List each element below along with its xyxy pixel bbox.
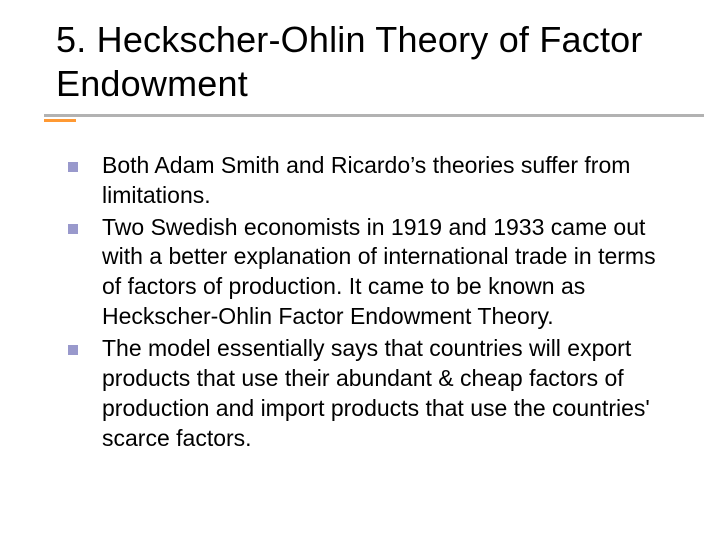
slide: 5. Heckscher-Ohlin Theory of Factor Endo…	[0, 0, 720, 540]
square-bullet-icon	[68, 162, 78, 172]
title-block: 5. Heckscher-Ohlin Theory of Factor Endo…	[56, 18, 680, 117]
slide-content: Both Adam Smith and Ricardo’s theories s…	[56, 151, 680, 454]
bullet-text: Both Adam Smith and Ricardo’s theories s…	[102, 151, 672, 211]
bullet-text: The model essentially says that countrie…	[102, 334, 672, 454]
list-item: Both Adam Smith and Ricardo’s theories s…	[68, 151, 672, 211]
list-item: The model essentially says that countrie…	[68, 334, 672, 454]
slide-title: 5. Heckscher-Ohlin Theory of Factor Endo…	[56, 18, 680, 106]
bullet-text: Two Swedish economists in 1919 and 1933 …	[102, 213, 672, 333]
square-bullet-icon	[68, 345, 78, 355]
title-underline	[44, 114, 704, 117]
list-item: Two Swedish economists in 1919 and 1933 …	[68, 213, 672, 333]
square-bullet-icon	[68, 224, 78, 234]
